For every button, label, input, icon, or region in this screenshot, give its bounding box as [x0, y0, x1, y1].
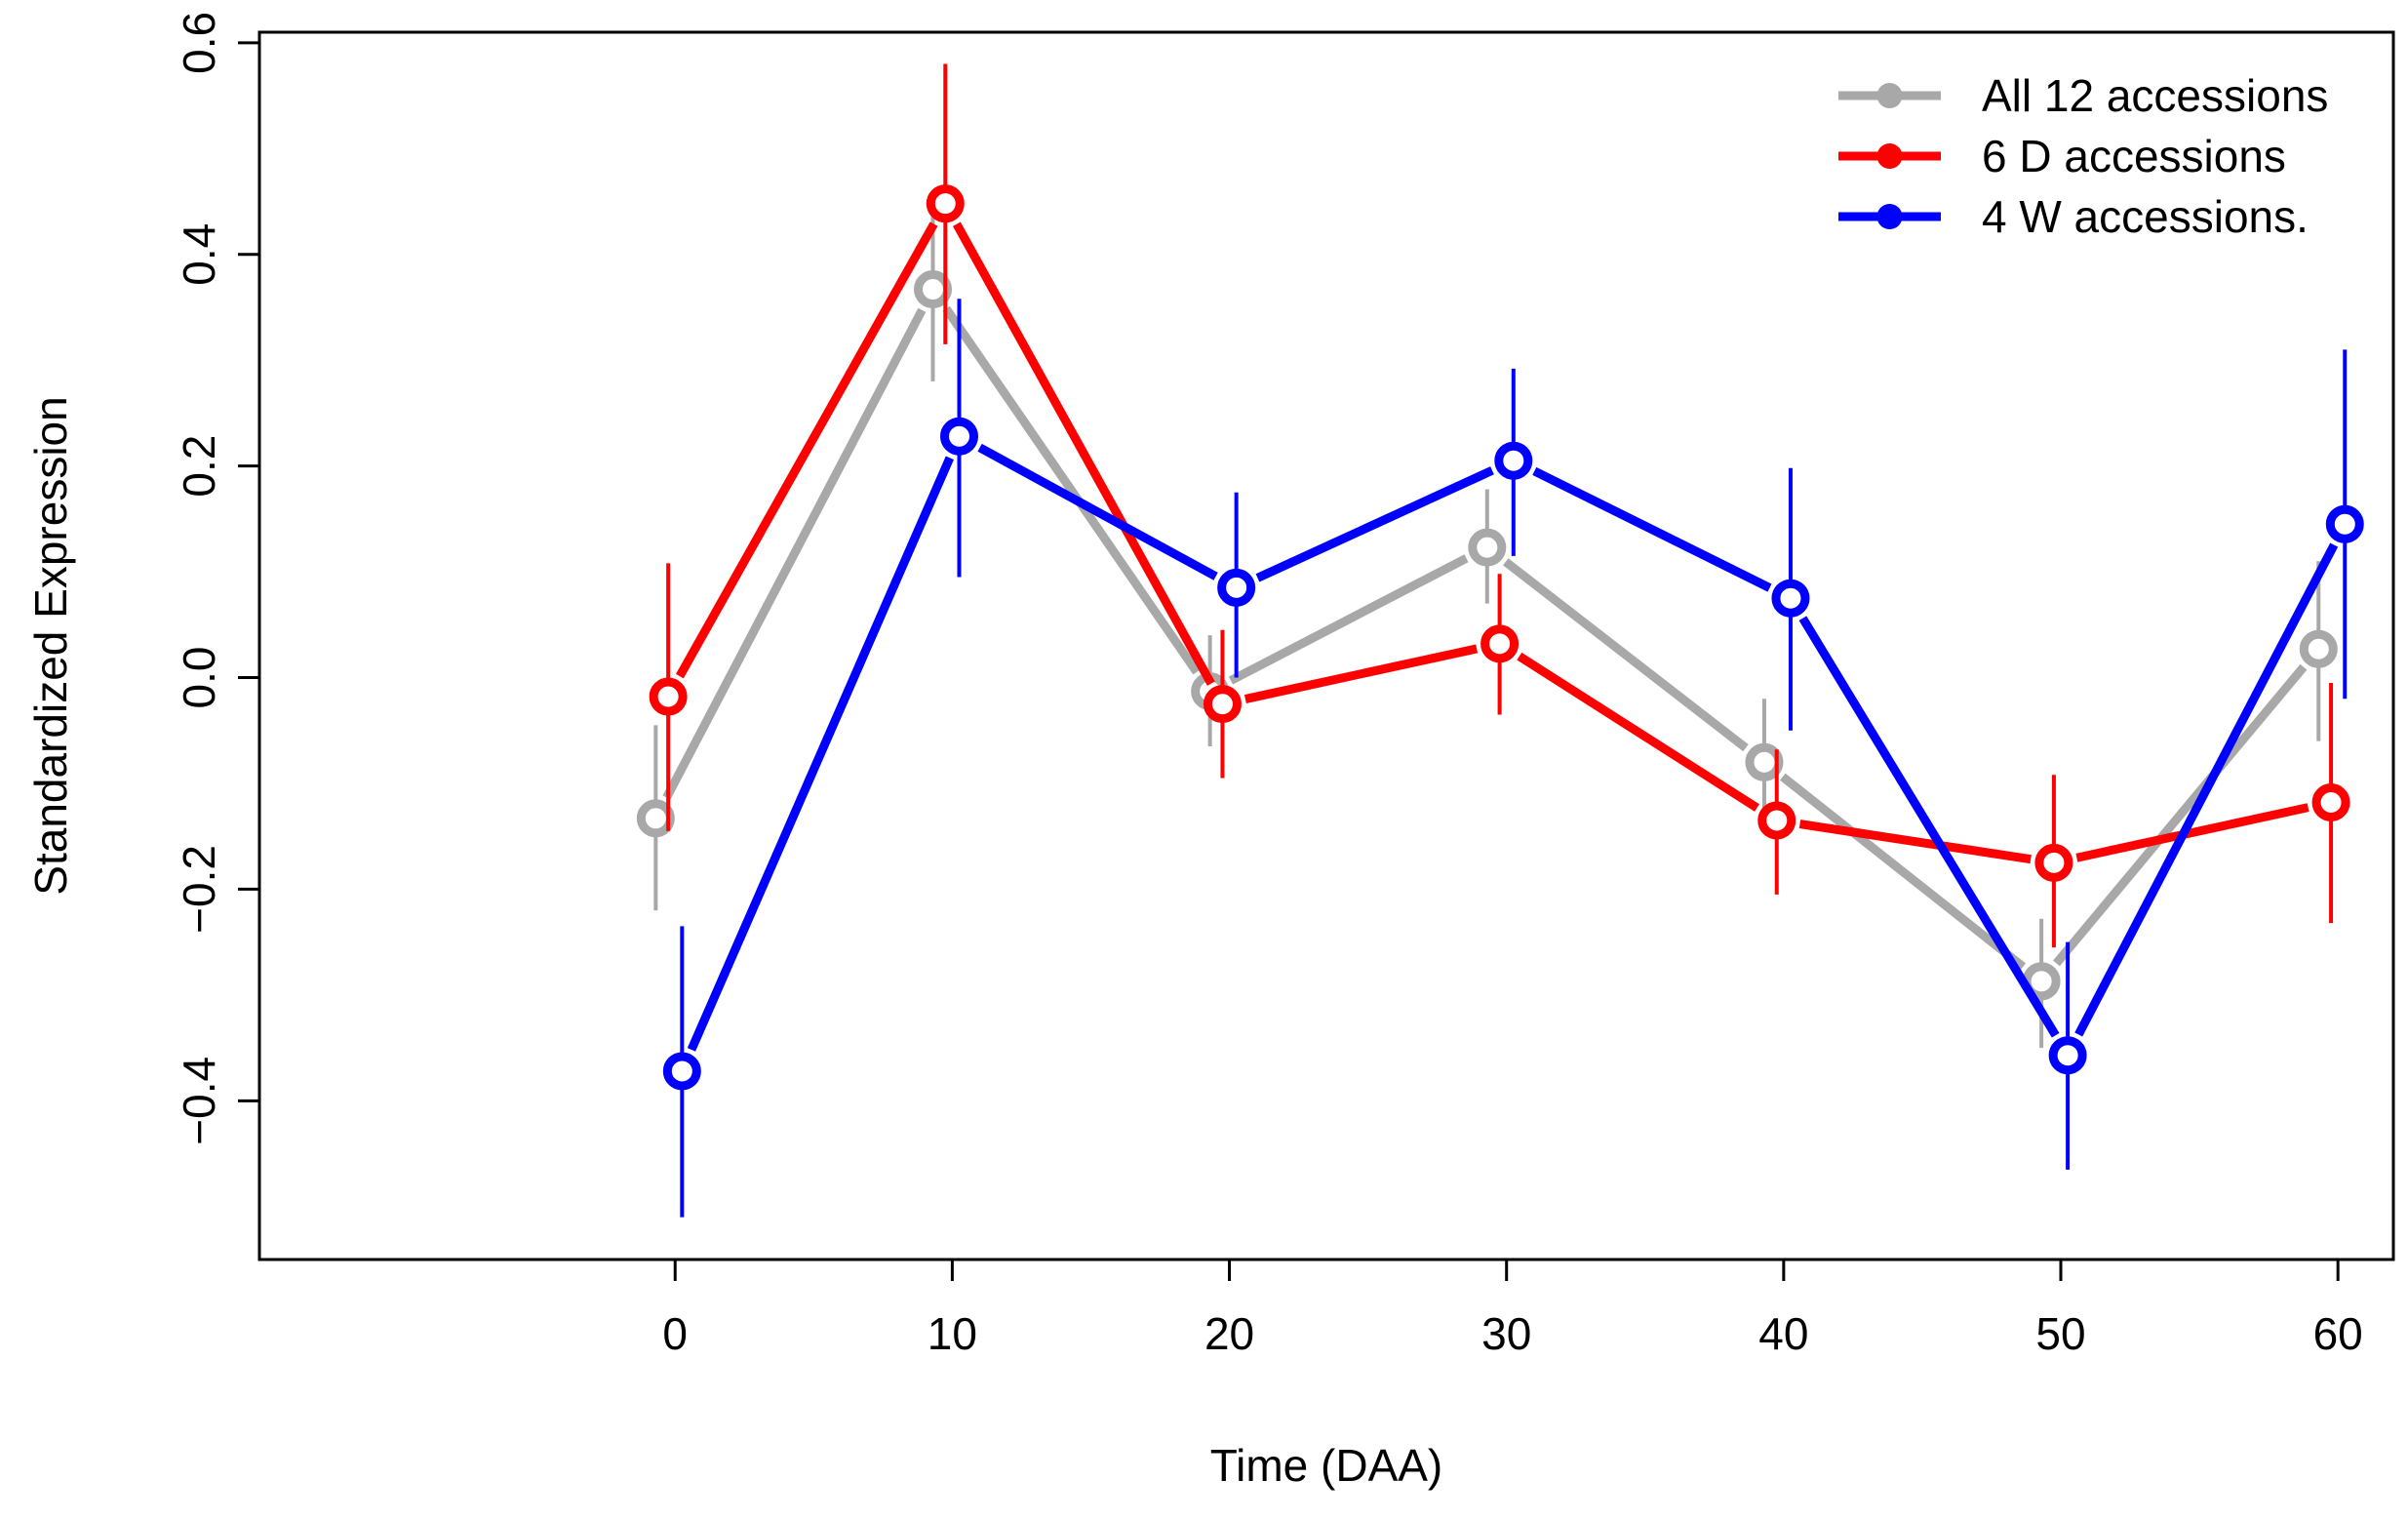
- x-tick-label: 30: [1481, 1308, 1531, 1359]
- data-point: [1480, 624, 1520, 663]
- legend-marker: [1876, 143, 1903, 169]
- series-line-segment: [1228, 554, 1469, 685]
- legend-label: 6 D accessions: [1982, 131, 2286, 181]
- series-line-segment: [1503, 558, 1749, 752]
- x-tick-label: 10: [928, 1308, 977, 1359]
- series-line-segment: [1243, 644, 1479, 703]
- data-point: [662, 1052, 701, 1091]
- series-line-segment: [1798, 820, 2032, 864]
- data-point: [1494, 441, 1533, 480]
- data-point: [2299, 629, 2338, 668]
- data-point: [1745, 742, 1784, 781]
- y-axis-title: Standardized Expression: [25, 396, 76, 895]
- series-layer: [636, 63, 2364, 1218]
- series-line-segment: [1780, 773, 2027, 971]
- data-point: [649, 677, 688, 716]
- series-line-segment: [675, 221, 938, 679]
- legend-label: All 12 accessions: [1982, 70, 2328, 121]
- series-line-segment: [952, 221, 1215, 686]
- data-point: [1468, 528, 1507, 567]
- series-line-segment: [1798, 616, 2060, 1038]
- series-line-segment: [2075, 803, 2309, 862]
- y-tick-label: 0.4: [174, 223, 224, 286]
- x-axis: 0 10 20 30 40 50 60: [662, 1260, 2363, 1359]
- series-1: [649, 63, 2350, 948]
- x-tick-label: 0: [662, 1308, 688, 1359]
- legend-marker: [1876, 204, 1903, 229]
- series-line-segment: [687, 456, 955, 1052]
- series-line-segment: [1517, 652, 1759, 812]
- data-point: [913, 270, 952, 309]
- data-point: [636, 799, 675, 838]
- series-line-segment: [662, 307, 927, 800]
- y-axis: −0.4 −0.2 0.0 0.2 0.4 0.6: [174, 12, 259, 1145]
- y-tick-label: −0.2: [174, 845, 224, 934]
- series-line-segment: [2053, 663, 2308, 967]
- legend: All 12 accessions 6 D accessions 4 W acces…: [1838, 70, 2328, 242]
- series-line-segment: [977, 443, 1218, 580]
- data-point: [1203, 685, 1242, 724]
- x-tick-label: 20: [1204, 1308, 1254, 1359]
- series-2: [662, 299, 2364, 1218]
- plot-frame: [257, 30, 2395, 1261]
- x-axis-title: Time (DAA): [1210, 1440, 1443, 1491]
- x-tick-label: 50: [2035, 1308, 2085, 1359]
- series-line-segment: [942, 305, 1201, 675]
- y-tick-label: 0.0: [174, 647, 224, 709]
- series-line-segment: [1532, 466, 1772, 592]
- series-line-segment: [2074, 542, 2339, 1037]
- data-point: [2034, 843, 2073, 882]
- data-point: [926, 184, 965, 223]
- legend-marker: [1876, 83, 1903, 108]
- data-point: [939, 417, 978, 456]
- data-point: [2325, 504, 2364, 543]
- series-line-segment: [1255, 466, 1494, 582]
- x-tick-label: 60: [2313, 1308, 2363, 1359]
- y-tick-label: −0.4: [174, 1057, 224, 1145]
- data-point: [1757, 801, 1796, 840]
- data-point: [1771, 579, 1810, 618]
- x-tick-label: 40: [1758, 1308, 1808, 1359]
- data-point: [2048, 1036, 2087, 1075]
- data-point: [2311, 783, 2350, 822]
- data-point: [1217, 568, 1256, 607]
- legend-label: 4 W accessions.: [1982, 191, 2309, 242]
- y-tick-label: 0.6: [174, 12, 224, 74]
- y-tick-label: 0.2: [174, 435, 224, 498]
